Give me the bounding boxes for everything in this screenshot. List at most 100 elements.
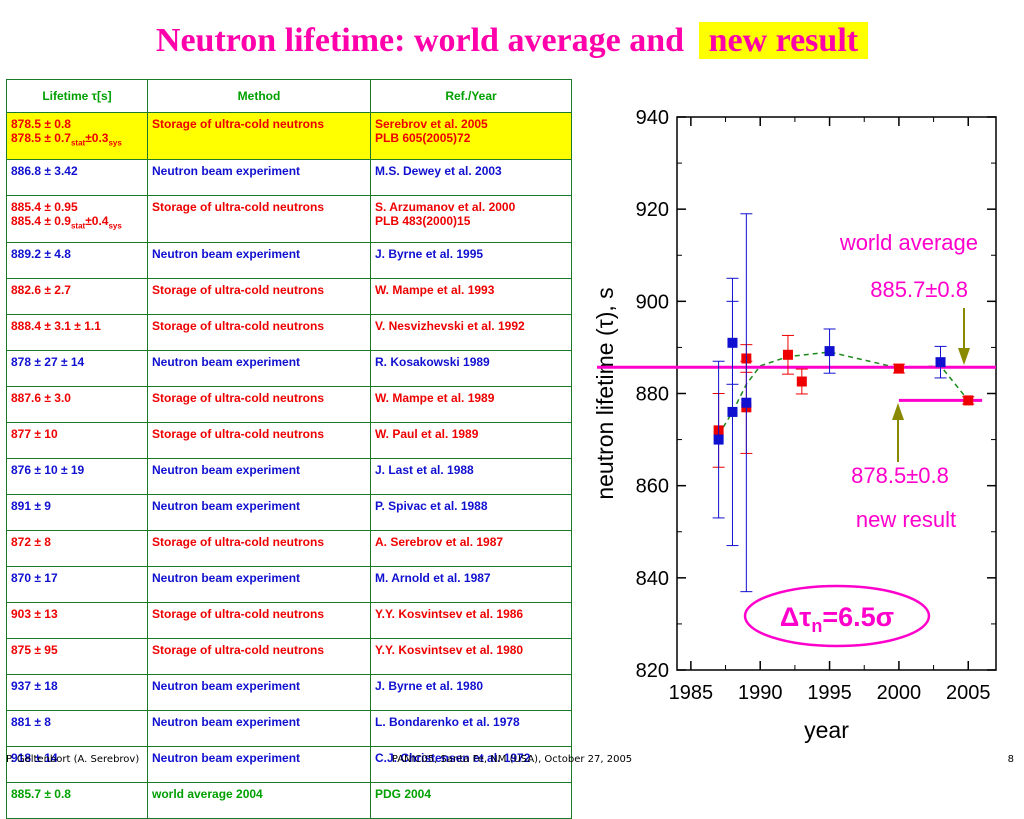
data-point	[782, 349, 793, 360]
ref-line: P. Spivac et al. 1988	[375, 499, 488, 513]
cell-ref: S. Arzumanov et al. 2000 PLB 483(2000)15	[370, 195, 572, 243]
data-point	[935, 357, 946, 368]
ref-line: R. Kosakowski 1989	[375, 355, 490, 369]
y-tick-label: 920	[636, 199, 669, 221]
col-header-ref: Ref./Year	[370, 79, 572, 113]
delta-tau-label: Δτn=6.5σ	[780, 602, 894, 636]
slide-title: Neutron lifetime: world average and new …	[0, 22, 1024, 60]
lifetime-value: 891 ± 9	[11, 499, 51, 513]
ref-line: PDG 2004	[375, 787, 432, 801]
lifetime-value: 886.8 ± 3.42	[11, 164, 78, 178]
table-row: 878.5 ± 0.8 878.5 ± 0.7stat±0.3sys Storage…	[6, 112, 572, 160]
ref-line: A. Serebrov et al. 1987	[375, 535, 504, 549]
table-row: 881 ± 8 Neutron beam experiment L. Bondare…	[6, 710, 572, 747]
arrow-up-icon	[892, 403, 904, 420]
cell-ref: Y.Y. Kosvintsev et al. 1980	[370, 638, 572, 675]
cell-method: Storage of ultra-cold neutrons	[147, 112, 371, 160]
chart-axes: 820 840 860 880 900 920 940 1985 1990 1995 2000 200…	[592, 107, 997, 743]
lifetime-value: 903 ± 13	[11, 607, 58, 621]
cell-ref: M. Arnold et al. 1987	[370, 566, 572, 603]
cell-method: Neutron beam experiment	[147, 494, 371, 531]
lifetime-value: 887.6 ± 3.0	[11, 391, 71, 405]
lifetime-value: 885.4 ± 0.9stat±0.4sys	[11, 214, 122, 231]
ref-line: J. Byrne et al. 1980	[375, 679, 484, 693]
y-axis-label: neutron lifetime (τ), s	[592, 287, 618, 499]
reference-table: Lifetime τ[s] Method Ref./Year 878.5 ± 0…	[6, 79, 572, 819]
lifetime-value: 882.6 ± 2.7	[11, 283, 71, 297]
cell-lifetime: 876 ± 10 ± 19	[6, 458, 148, 495]
uncertainty-subscript: sys	[108, 138, 122, 148]
x-axis-label: year	[804, 717, 849, 743]
lifetime-value: 881 ± 8	[11, 715, 51, 729]
ref-line: V. Nesvizhevski et al. 1992	[375, 319, 525, 333]
table-row: 870 ± 17 Neutron beam experiment M. Arnold…	[6, 566, 572, 603]
cell-lifetime: 889.2 ± 4.8	[6, 242, 148, 279]
delta-tau-suffix: =6.5σ	[822, 602, 894, 632]
footer-event: PANIC05, Santa Fe, NM (USA), October 27,…	[391, 754, 633, 765]
footer-page-number: 8	[1007, 754, 1014, 765]
cell-method: Neutron beam experiment	[147, 566, 371, 603]
cell-lifetime: 877 ± 10	[6, 422, 148, 459]
lifetime-value: 878 ± 27 ± 14	[11, 355, 85, 369]
y-tick-label: 880	[636, 384, 669, 406]
y-tick-label: 900	[636, 291, 669, 313]
cell-method: Storage of ultra-cold neutrons	[147, 422, 371, 459]
table-row: 885.7 ± 0.8 world average 2004 PDG 2004	[6, 782, 572, 819]
lifetime-value: 918 ± 14	[11, 751, 58, 765]
y-tick-label: 840	[636, 568, 669, 590]
cell-ref: P. Spivac et al. 1988	[370, 494, 572, 531]
world-average-value: 885.7±0.8	[870, 277, 968, 302]
data-point	[741, 397, 752, 408]
footer-author: P. Geltenbort (A. Serebrov)	[6, 754, 140, 765]
ref-line: Y.Y. Kosvintsev et al. 1980	[375, 643, 524, 657]
cell-ref: L. Bondarenko et al. 1978	[370, 710, 572, 747]
table-row: 937 ± 18 Neutron beam experiment J. Byrne …	[6, 674, 572, 711]
lifetime-value: 885.4 ± 0.95	[11, 200, 78, 214]
ref-line: M.S. Dewey et al. 2003	[375, 164, 502, 178]
uncertainty-subscript: sys	[108, 221, 122, 231]
y-tick-label: 820	[636, 660, 669, 682]
table-body: 878.5 ± 0.8 878.5 ± 0.7stat±0.3sys Storage…	[6, 112, 572, 819]
arrow-down-icon	[958, 348, 970, 365]
cell-method: Storage of ultra-cold neutrons	[147, 278, 371, 315]
data-point	[713, 434, 724, 445]
cell-lifetime: 875 ± 95	[6, 638, 148, 675]
cell-lifetime: 881 ± 8	[6, 710, 148, 747]
cell-ref: R. Kosakowski 1989	[370, 350, 572, 387]
data-point	[796, 376, 807, 387]
table-row: 891 ± 9 Neutron beam experiment P. Spivac …	[6, 494, 572, 531]
data-point	[824, 346, 835, 357]
cell-lifetime: 891 ± 9	[6, 494, 148, 531]
ref-line: PLB 605(2005)72	[375, 131, 471, 145]
cell-lifetime: 878 ± 27 ± 14	[6, 350, 148, 387]
x-tick-label: 1985	[669, 682, 714, 704]
new-result-value: 878.5±0.8	[851, 463, 949, 488]
x-tick-label: 1990	[738, 682, 783, 704]
cell-lifetime: 872 ± 8	[6, 530, 148, 567]
ref-line: C.J. Christensen et al. 1972	[375, 751, 531, 765]
lifetime-value: 888.4 ± 3.1 ± 1.1	[11, 319, 101, 333]
y-tick-label: 860	[636, 476, 669, 498]
lifetime-value: 877 ± 10	[11, 427, 58, 441]
table-row: 888.4 ± 3.1 ± 1.1 Storage of ultra-cold n…	[6, 314, 572, 351]
table-row: 878 ± 27 ± 14 Neutron beam experiment R. K…	[6, 350, 572, 387]
ref-line: PLB 483(2000)15	[375, 214, 471, 228]
cell-method: world average 2004	[147, 782, 371, 819]
data-point	[893, 363, 904, 374]
cell-ref: PDG 2004	[370, 782, 572, 819]
cell-ref: M.S. Dewey et al. 2003	[370, 159, 572, 196]
cell-lifetime: 887.6 ± 3.0	[6, 386, 148, 423]
ref-line: W. Mampe et al. 1989	[375, 391, 495, 405]
cell-method: Storage of ultra-cold neutrons	[147, 638, 371, 675]
title-main: Neutron lifetime: world average and	[155, 22, 685, 59]
delta-tau-prefix: Δτ	[780, 602, 811, 632]
y-tick-label: 940	[636, 107, 669, 129]
lifetime-value: 937 ± 18	[11, 679, 58, 693]
ref-line: L. Bondarenko et al. 1978	[375, 715, 520, 729]
data-point	[727, 337, 738, 348]
cell-method: Neutron beam experiment	[147, 458, 371, 495]
table-row: 882.6 ± 2.7 Storage of ultra-cold neutron…	[6, 278, 572, 315]
new-result-label: new result	[856, 507, 956, 532]
data-point	[963, 395, 974, 406]
cell-ref: J. Last et al. 1988	[370, 458, 572, 495]
